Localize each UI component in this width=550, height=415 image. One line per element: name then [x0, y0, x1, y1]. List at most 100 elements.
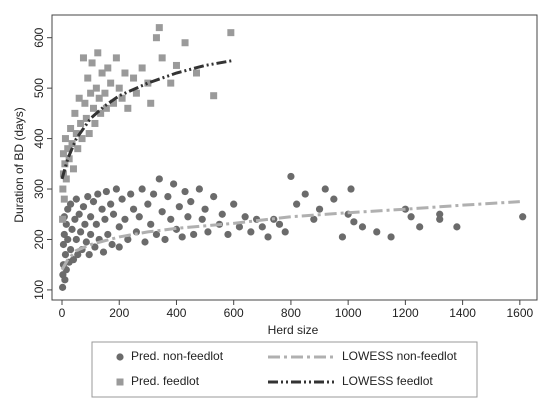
point: [155, 24, 163, 32]
point: [115, 84, 123, 92]
point: [60, 230, 68, 239]
point: [77, 119, 85, 127]
point: [152, 230, 161, 239]
point: [69, 165, 77, 173]
point: [115, 243, 123, 251]
point: [132, 89, 140, 97]
point: [66, 245, 75, 254]
point: [74, 251, 82, 259]
point: [92, 220, 100, 228]
x-tick-label: 1000: [335, 306, 362, 320]
point: [79, 54, 87, 62]
lowess-line: [60, 58, 234, 180]
point: [78, 135, 86, 143]
point: [138, 64, 146, 72]
point: [61, 276, 69, 284]
point: [110, 99, 118, 107]
point: [77, 228, 85, 236]
point: [75, 210, 83, 218]
legend-marker: [116, 378, 124, 386]
point: [65, 155, 73, 163]
point: [264, 233, 272, 241]
point: [115, 223, 123, 231]
plot-frame: [51, 14, 538, 301]
x-tick-label: 1600: [506, 306, 533, 320]
point: [101, 89, 109, 97]
point: [92, 84, 100, 92]
point: [85, 251, 93, 259]
legend-box: [91, 341, 478, 398]
point: [85, 130, 93, 138]
point: [89, 198, 98, 206]
legend-label: Pred. non-feedlot: [131, 349, 224, 363]
point: [104, 230, 112, 239]
point: [155, 175, 163, 183]
point: [108, 240, 116, 249]
x-tick-label: 600: [224, 306, 244, 320]
point: [61, 160, 69, 168]
point: [149, 190, 158, 198]
x-axis-label: Herd size: [268, 323, 319, 337]
point: [167, 79, 175, 87]
x-tick-label: 200: [109, 306, 129, 320]
point: [64, 145, 72, 153]
point: [310, 215, 318, 223]
point: [124, 104, 132, 112]
point: [84, 192, 92, 201]
point: [321, 185, 329, 193]
point: [124, 235, 132, 244]
point: [109, 210, 118, 218]
y-tick-label: 600: [32, 27, 46, 47]
point: [79, 203, 88, 211]
point: [230, 200, 238, 208]
point: [64, 235, 72, 244]
point: [519, 213, 527, 221]
point: [181, 39, 189, 47]
point: [453, 223, 461, 231]
point: [138, 185, 146, 193]
point: [416, 223, 424, 231]
point: [112, 185, 120, 193]
point: [301, 190, 309, 198]
x-tick-label: 1400: [449, 306, 476, 320]
legend-label: LOWESS feedlot: [342, 374, 433, 388]
point: [129, 205, 138, 213]
point: [135, 213, 143, 221]
point: [99, 248, 108, 256]
point: [72, 130, 80, 138]
point: [72, 235, 80, 244]
point: [59, 185, 67, 193]
point: [118, 195, 126, 203]
point: [107, 200, 115, 208]
point: [201, 205, 209, 213]
point: [241, 213, 249, 221]
point: [132, 228, 141, 236]
point: [59, 215, 67, 223]
point: [210, 192, 218, 201]
point: [87, 230, 95, 239]
point: [181, 187, 189, 196]
point: [141, 238, 149, 246]
point: [315, 205, 324, 213]
point: [192, 69, 200, 77]
y-axis-label: Duration of BD (days): [12, 107, 26, 222]
point: [98, 205, 106, 213]
y-tick-label: 100: [32, 280, 46, 300]
point: [170, 180, 178, 188]
point: [218, 210, 226, 218]
point: [58, 283, 67, 291]
point: [161, 235, 169, 244]
point: [195, 185, 203, 193]
x-tick-label: 800: [281, 306, 301, 320]
point: [107, 79, 115, 87]
point: [94, 190, 102, 198]
point: [190, 230, 198, 239]
point: [88, 59, 96, 67]
point: [97, 109, 105, 117]
y-tick-label: 500: [32, 78, 46, 98]
point: [338, 233, 347, 241]
point: [350, 218, 358, 226]
point: [127, 190, 135, 198]
point: [61, 135, 69, 143]
point: [62, 175, 70, 183]
